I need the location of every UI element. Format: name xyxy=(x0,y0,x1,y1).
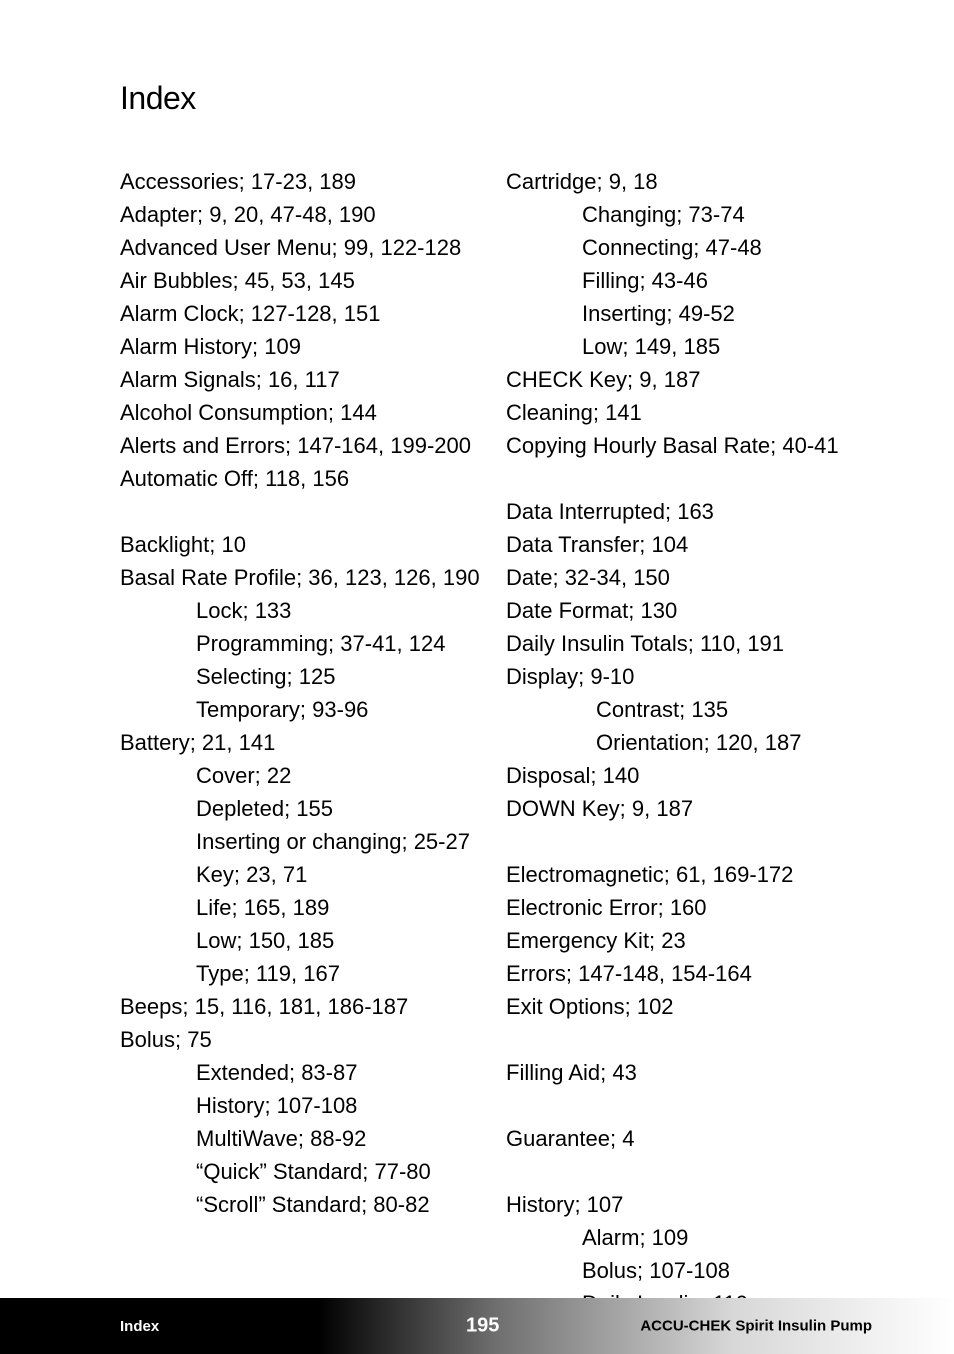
index-gap xyxy=(506,1089,874,1122)
index-entry: Filling Aid; 43 xyxy=(506,1056,874,1089)
index-entry: DOWN Key; 9, 187 xyxy=(506,792,874,825)
index-entry: Advanced User Menu; 99, 122-128 xyxy=(120,231,488,264)
index-entry: History; 107-108 xyxy=(120,1089,488,1122)
index-entry: Contrast; 135 xyxy=(506,693,874,726)
index-gap xyxy=(506,825,874,858)
index-entry: Alarm History; 109 xyxy=(120,330,488,363)
index-entry: Electromagnetic; 61, 169-172 xyxy=(506,858,874,891)
index-entry: Life; 165, 189 xyxy=(120,891,488,924)
footer-gradient: 195 ACCU-CHEK Spirit Insulin Pump xyxy=(318,1298,954,1354)
index-gap xyxy=(506,462,874,495)
index-entry: Copying Hourly Basal Rate; 40-41 xyxy=(506,429,874,462)
index-entry: Connecting; 47-48 xyxy=(506,231,874,264)
index-entry: Orientation; 120, 187 xyxy=(506,726,874,759)
index-entry: Temporary; 93-96 xyxy=(120,693,488,726)
index-column-left: Accessories; 17-23, 189Adapter; 9, 20, 4… xyxy=(120,165,488,1353)
index-entry: Cover; 22 xyxy=(120,759,488,792)
index-entry: Data Interrupted; 163 xyxy=(506,495,874,528)
index-entry: Basal Rate Profile; 36, 123, 126, 190 xyxy=(120,561,488,594)
index-entry: Alerts and Errors; 147-164, 199-200 xyxy=(120,429,488,462)
index-entry: “Quick” Standard; 77-80 xyxy=(120,1155,488,1188)
index-entry: Programming; 37-41, 124 xyxy=(120,627,488,660)
index-entry: Electronic Error; 160 xyxy=(506,891,874,924)
index-entry: Inserting; 49-52 xyxy=(506,297,874,330)
index-entry: CHECK Key; 9, 187 xyxy=(506,363,874,396)
index-entry: Guarantee; 4 xyxy=(506,1122,874,1155)
index-entry: Date Format; 130 xyxy=(506,594,874,627)
index-entry: Automatic Off; 118, 156 xyxy=(120,462,488,495)
index-entry: Display; 9-10 xyxy=(506,660,874,693)
index-entry: Lock; 133 xyxy=(120,594,488,627)
index-entry: Disposal; 140 xyxy=(506,759,874,792)
index-entry: Daily Insulin Totals; 110, 191 xyxy=(506,627,874,660)
index-gap xyxy=(120,495,488,528)
index-entry: Key; 23, 71 xyxy=(120,858,488,891)
index-gap xyxy=(506,1155,874,1188)
index-entry: Cartridge; 9, 18 xyxy=(506,165,874,198)
footer-page-number: 195 xyxy=(466,1315,499,1338)
index-title: Index xyxy=(120,80,874,117)
index-entry: Alarm Clock; 127-128, 151 xyxy=(120,297,488,330)
index-entry: Type; 119, 167 xyxy=(120,957,488,990)
footer-section-label: Index xyxy=(0,1298,318,1354)
index-entry: MultiWave; 88-92 xyxy=(120,1122,488,1155)
index-entry: Battery; 21, 141 xyxy=(120,726,488,759)
footer-product-name: ACCU-CHEK Spirit Insulin Pump xyxy=(640,1318,872,1335)
index-entry: Low; 150, 185 xyxy=(120,924,488,957)
index-entry: Alarm; 109 xyxy=(506,1221,874,1254)
index-entry: Exit Options; 102 xyxy=(506,990,874,1023)
index-entry: Adapter; 9, 20, 47-48, 190 xyxy=(120,198,488,231)
index-entry: Accessories; 17-23, 189 xyxy=(120,165,488,198)
index-entry: Inserting or changing; 25-27 xyxy=(120,825,488,858)
index-entry: “Scroll” Standard; 80-82 xyxy=(120,1188,488,1221)
page-footer: Index 195 ACCU-CHEK Spirit Insulin Pump xyxy=(0,1298,954,1354)
index-entry: Emergency Kit; 23 xyxy=(506,924,874,957)
index-entry: Bolus; 75 xyxy=(120,1023,488,1056)
document-page: Index Accessories; 17-23, 189Adapter; 9,… xyxy=(0,0,954,1354)
index-entry: Extended; 83-87 xyxy=(120,1056,488,1089)
index-column-right: Cartridge; 9, 18Changing; 73-74Connectin… xyxy=(506,165,874,1353)
index-entry: Low; 149, 185 xyxy=(506,330,874,363)
index-gap xyxy=(506,1023,874,1056)
index-entry: Filling; 43-46 xyxy=(506,264,874,297)
index-entry: Date; 32-34, 150 xyxy=(506,561,874,594)
index-entry: Cleaning; 141 xyxy=(506,396,874,429)
index-entry: Errors; 147-148, 154-164 xyxy=(506,957,874,990)
columns-wrap: Accessories; 17-23, 189Adapter; 9, 20, 4… xyxy=(120,165,874,1353)
index-entry: Selecting; 125 xyxy=(120,660,488,693)
index-entry: Alarm Signals; 16, 117 xyxy=(120,363,488,396)
index-entry: Beeps; 15, 116, 181, 186-187 xyxy=(120,990,488,1023)
index-entry: Bolus; 107-108 xyxy=(506,1254,874,1287)
index-entry: Data Transfer; 104 xyxy=(506,528,874,561)
index-entry: Air Bubbles; 45, 53, 145 xyxy=(120,264,488,297)
index-entry: Alcohol Consumption; 144 xyxy=(120,396,488,429)
index-entry: History; 107 xyxy=(506,1188,874,1221)
index-entry: Changing; 73-74 xyxy=(506,198,874,231)
index-entry: Depleted; 155 xyxy=(120,792,488,825)
index-entry: Backlight; 10 xyxy=(120,528,488,561)
